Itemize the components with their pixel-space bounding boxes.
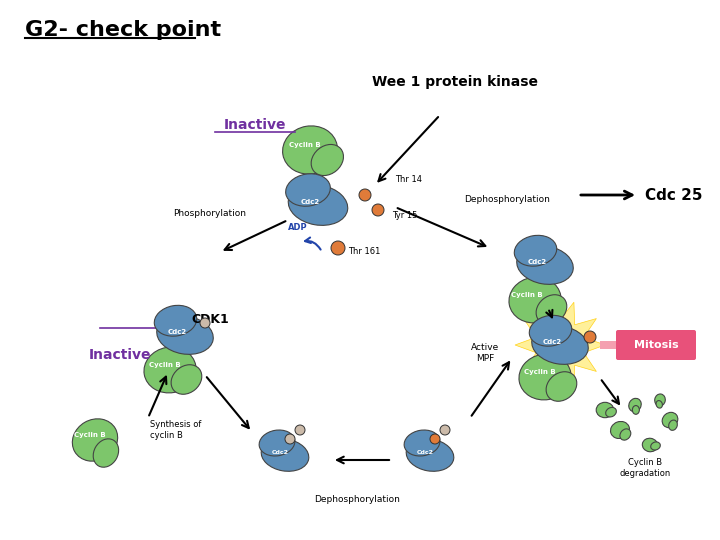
Text: Cdc2: Cdc2 [168, 329, 186, 335]
Text: Cyclin B: Cyclin B [149, 362, 181, 368]
Text: Thr 161: Thr 161 [348, 247, 380, 256]
Ellipse shape [629, 399, 642, 411]
Ellipse shape [632, 406, 639, 414]
Circle shape [430, 434, 440, 444]
Text: Cdc 25: Cdc 25 [645, 187, 703, 202]
Text: Cdc2: Cdc2 [542, 339, 562, 345]
Ellipse shape [157, 316, 213, 354]
FancyBboxPatch shape [616, 330, 696, 360]
Text: Inactive: Inactive [224, 118, 287, 132]
Text: Cdc2: Cdc2 [300, 199, 320, 205]
Ellipse shape [154, 305, 197, 336]
Ellipse shape [669, 420, 678, 430]
Ellipse shape [93, 439, 119, 467]
Ellipse shape [286, 174, 330, 206]
Ellipse shape [282, 126, 338, 174]
Ellipse shape [288, 185, 348, 225]
Ellipse shape [656, 401, 662, 408]
Text: Dephosphorylation: Dephosphorylation [314, 496, 400, 504]
Circle shape [295, 425, 305, 435]
Circle shape [372, 204, 384, 216]
Text: Wee 1 protein kinase: Wee 1 protein kinase [372, 75, 538, 89]
Ellipse shape [261, 438, 309, 471]
Circle shape [285, 434, 295, 444]
Ellipse shape [72, 419, 117, 461]
Ellipse shape [642, 438, 657, 452]
Circle shape [359, 189, 371, 201]
Ellipse shape [259, 430, 295, 456]
Ellipse shape [654, 394, 665, 406]
Text: ADP: ADP [288, 224, 308, 233]
Text: Dephosphorylation: Dephosphorylation [464, 195, 550, 205]
Ellipse shape [596, 402, 613, 417]
Text: Mitosis: Mitosis [634, 340, 678, 350]
Ellipse shape [519, 354, 571, 400]
Ellipse shape [651, 442, 660, 450]
Text: Thr 14: Thr 14 [395, 176, 422, 185]
Text: G2- check point: G2- check point [25, 20, 221, 40]
Ellipse shape [606, 407, 616, 417]
Text: CDK1: CDK1 [191, 313, 229, 326]
Text: Cyclin B: Cyclin B [511, 292, 543, 298]
Text: Cdc2: Cdc2 [416, 449, 433, 455]
Text: Inactive: Inactive [89, 348, 151, 362]
Circle shape [584, 331, 596, 343]
Text: Cdc2: Cdc2 [271, 449, 289, 455]
Ellipse shape [536, 295, 567, 324]
Ellipse shape [546, 372, 577, 401]
Ellipse shape [144, 347, 196, 393]
FancyArrow shape [600, 340, 626, 350]
Ellipse shape [611, 421, 629, 438]
Ellipse shape [311, 145, 343, 176]
Ellipse shape [514, 235, 557, 266]
Circle shape [331, 241, 345, 255]
Ellipse shape [404, 430, 440, 456]
Ellipse shape [662, 413, 678, 428]
Text: Phosphorylation: Phosphorylation [174, 208, 246, 218]
Polygon shape [515, 302, 605, 388]
Text: Active
MPF: Active MPF [471, 343, 499, 363]
Circle shape [440, 425, 450, 435]
Ellipse shape [509, 277, 561, 323]
Text: Cdc2: Cdc2 [528, 259, 546, 265]
Text: Cyclin B
degradation: Cyclin B degradation [619, 458, 670, 478]
Ellipse shape [532, 326, 588, 365]
Circle shape [200, 318, 210, 328]
Ellipse shape [171, 364, 202, 394]
Text: Synthesis of
cyclin B: Synthesis of cyclin B [150, 420, 202, 440]
Ellipse shape [529, 315, 572, 346]
Text: Cyclin B: Cyclin B [289, 142, 321, 148]
Text: Tyr 15: Tyr 15 [392, 211, 418, 219]
Ellipse shape [517, 246, 573, 285]
Text: Cyclin B: Cyclin B [74, 432, 106, 438]
Text: Cyclin B: Cyclin B [524, 369, 556, 375]
Ellipse shape [620, 429, 631, 440]
Ellipse shape [406, 438, 454, 471]
